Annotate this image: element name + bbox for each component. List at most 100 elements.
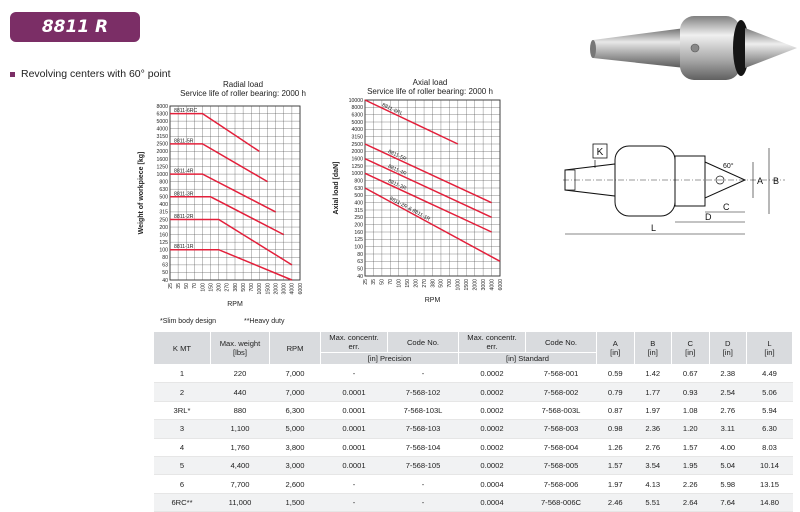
- series-line: [170, 143, 268, 183]
- col-rpm: RPM: [269, 331, 321, 365]
- table-cell: 2.76: [634, 438, 672, 457]
- table-cell: 6,300: [269, 401, 321, 421]
- table-cell: 0.0001: [320, 438, 388, 457]
- table-cell: 1.57: [596, 456, 634, 476]
- x-tick-label: 35: [176, 283, 182, 289]
- y-tick-label: 3150: [351, 134, 363, 140]
- table-cell: 0.0004: [458, 493, 526, 512]
- radial-title-text: Radial load: [222, 80, 264, 89]
- table-cell: 0.0001: [320, 456, 388, 476]
- table-cell: 7-568-006: [525, 474, 597, 494]
- table-cell: -: [320, 364, 388, 384]
- col-b-label: B: [650, 339, 656, 348]
- col-concentr-standard: Max. concentr. err.: [458, 331, 526, 353]
- y-tick-label: 40: [357, 274, 363, 280]
- table-cell: 220: [210, 364, 270, 384]
- y-tick-label: 2000: [156, 149, 168, 155]
- y-tick-label: 1250: [156, 164, 168, 170]
- series-label: 8811-3R: [174, 191, 194, 197]
- table-cell: 2.76: [709, 401, 747, 421]
- col-code-precision: Code No.: [387, 331, 459, 353]
- table-cell: 1,100: [210, 419, 270, 439]
- technical-drawing: K A B 60° C D L: [563, 143, 785, 235]
- table-cell: 3.54: [634, 456, 672, 476]
- col-a-unit: [in]: [610, 348, 621, 357]
- y-tick-label: 5000: [351, 120, 363, 126]
- x-tick-label: 380: [430, 279, 436, 288]
- series-label: 8811-4R: [174, 169, 194, 175]
- y-tick-label: 250: [159, 217, 168, 223]
- table-cell: 0.93: [671, 382, 709, 402]
- table-cell: 5,000: [269, 419, 321, 439]
- y-tick-label: 63: [357, 259, 363, 265]
- x-tick-label: 25: [168, 283, 174, 289]
- table-cell: 3,000: [269, 456, 321, 476]
- table-cell: 13.15: [746, 474, 793, 494]
- table-cell: 6: [153, 474, 211, 494]
- spec-table: K MT Max. weight [lbs] RPM Max. concentr.…: [153, 331, 793, 512]
- y-tick-label: 160: [354, 230, 363, 236]
- y-tick-label: 1600: [156, 157, 168, 163]
- drawing-label-c: C: [723, 202, 730, 212]
- x-tick-label: 3000: [481, 279, 487, 291]
- series-line: [364, 187, 501, 262]
- col-concentr-precision-label: Max. concentr.: [329, 333, 379, 342]
- col-concentr-precision: Max. concentr. err.: [320, 331, 388, 353]
- y-tick-label: 160: [159, 232, 168, 238]
- axial-subtitle-text: Service life of roller bearing: 2000 h: [367, 87, 493, 96]
- col-a-label: A: [612, 339, 618, 348]
- y-tick-label: 1250: [351, 164, 363, 170]
- x-tick-label: 1000: [257, 283, 263, 295]
- col-l-label: L: [767, 339, 772, 348]
- y-tick-label: 125: [354, 237, 363, 243]
- y-tick-label: 630: [354, 186, 363, 192]
- x-tick-label: 100: [397, 279, 403, 288]
- table-cell: 1.20: [671, 419, 709, 439]
- table-cell: 1.08: [671, 401, 709, 421]
- col-code-standard: Code No.: [525, 331, 597, 353]
- y-tick-label: 6300: [156, 111, 168, 117]
- table-cell: 10.14: [746, 456, 793, 476]
- x-tick-label: 70: [192, 283, 198, 289]
- x-tick-label: 50: [184, 283, 190, 289]
- table-cell: 0.0002: [458, 382, 526, 402]
- table-row: 2 440 7,000 0.0001 7-568-102 0.0002 7-568-002 0…: [153, 382, 793, 402]
- y-tick-label: 40: [162, 278, 168, 284]
- table-row: 4 1,760 3,800 0.0001 7-568-104 0.0002 7-568-00…: [153, 438, 793, 457]
- y-axis-label: Weight of workpiece [kg]: [138, 152, 145, 235]
- taper-shank: [593, 28, 685, 68]
- table-cell: 880: [210, 401, 270, 421]
- table-cell: 2.38: [709, 364, 747, 384]
- col-d: D [in]: [708, 331, 747, 365]
- table-cell: 0.67: [671, 364, 709, 384]
- drawing-label-angle: 60°: [723, 162, 734, 170]
- table-cell: 5.94: [746, 401, 793, 421]
- table-cell: 5.06: [746, 382, 793, 402]
- x-tick-label: 50: [380, 279, 386, 285]
- col-d-unit: [in]: [722, 348, 733, 357]
- y-tick-label: 80: [357, 252, 363, 258]
- x-tick-label: 70: [388, 279, 394, 285]
- table-cell: 1.57: [671, 438, 709, 457]
- y-tick-label: 5000: [156, 119, 168, 125]
- series-line: [170, 196, 285, 236]
- axial-chart-title: Axial load Service life of roller bearin…: [340, 78, 520, 96]
- series-line: [170, 173, 276, 213]
- col-weight-label: Max. weight: [219, 339, 261, 348]
- series-line: [364, 172, 492, 233]
- table-cell: 7,000: [269, 382, 321, 402]
- table-cell: -: [387, 364, 459, 384]
- y-tick-label: 4000: [351, 127, 363, 133]
- drawing-label-k: K: [597, 147, 604, 158]
- x-tick-label: 35: [371, 279, 377, 285]
- bullet-square-icon: [10, 71, 15, 77]
- table-row: 6RC** 11,000 1,500- -0.0004 7-568-006C 2.46 5.…: [153, 493, 793, 512]
- table-row: 3RL* 880 6,300 0.0001 7-568-103L 0.0002 7-568-…: [153, 401, 793, 421]
- y-tick-label: 315: [354, 208, 363, 214]
- radial-load-chart: 25 35 50 70 100 150 200 270 380 500 700 1000 1500 200…: [138, 104, 304, 308]
- y-tick-label: 200: [159, 225, 168, 231]
- table-cell: 5.04: [709, 456, 747, 476]
- y-tick-label: 125: [159, 240, 168, 246]
- table-cell: 1,500: [269, 493, 321, 512]
- y-tick-label: 400: [159, 202, 168, 208]
